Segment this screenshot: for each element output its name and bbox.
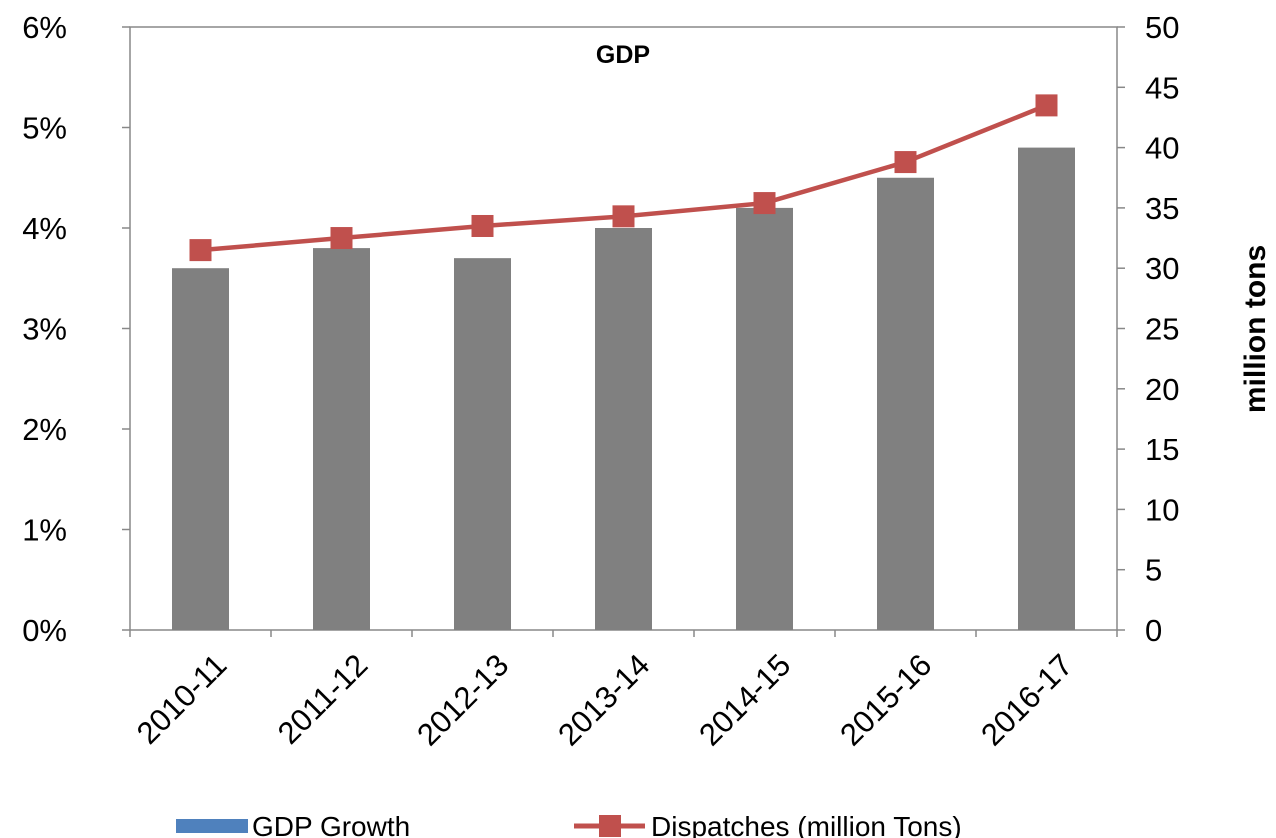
x-tick-label-2010-11: 2010-11 (130, 647, 234, 751)
y-right-tick-label-0: 0 (1145, 613, 1162, 648)
bar-2010-11 (172, 268, 229, 630)
dispatches-point-2013-14 (612, 205, 635, 228)
y-left-tick-label-3: 3% (22, 312, 67, 347)
y-left-tick-label-1: 1% (22, 513, 67, 548)
bar-2015-16 (877, 177, 934, 630)
dispatches-point-2010-11 (189, 239, 212, 262)
y-right-tick-label-30: 30 (1145, 251, 1179, 286)
y-left-tick-label-6: 6% (22, 10, 67, 45)
right-axis-title: million tons (1239, 245, 1272, 413)
bar-2013-14 (595, 228, 652, 630)
line-layer (189, 94, 1058, 262)
legend-swatch-dispatches-marker (599, 815, 621, 837)
dispatches-point-2016-17 (1035, 94, 1058, 117)
legend-label-dispatches: Dispatches (million Tons) (651, 811, 962, 838)
x-tick-label-2011-12: 2011-12 (271, 647, 375, 751)
dispatches-point-2012-13 (471, 214, 494, 237)
y-left-tick-label-4: 4% (22, 211, 67, 246)
bar-2011-12 (313, 248, 370, 630)
y-right-tick-label-25: 25 (1145, 312, 1179, 347)
y-left-tick-label-5: 5% (22, 111, 67, 146)
bar-2016-17 (1018, 147, 1075, 630)
chart-title: GDP (596, 41, 650, 69)
y-right-tick-label-35: 35 (1145, 191, 1179, 226)
y-left-tick-label-2: 2% (22, 412, 67, 447)
y-right-tick-label-10: 10 (1145, 492, 1179, 527)
legend-swatch-gdp-growth (176, 819, 248, 833)
y-right-tick-label-5: 5 (1145, 553, 1162, 588)
legend-label-gdp-growth: GDP Growth (252, 811, 410, 838)
y-right-tick-label-40: 40 (1145, 131, 1179, 166)
dispatches-point-2014-15 (753, 192, 776, 215)
y-left-tick-label-0: 0% (22, 613, 67, 648)
x-tick-label-2012-13: 2012-13 (410, 647, 515, 752)
x-tick-label-2013-14: 2013-14 (551, 647, 656, 752)
y-right-tick-label-50: 50 (1145, 10, 1179, 45)
x-tick-label-2014-15: 2014-15 (692, 647, 797, 752)
dispatches-point-2011-12 (330, 227, 353, 250)
bar-2014-15 (736, 207, 793, 630)
legend: GDP Growth Dispatches (million Tons) (176, 811, 962, 838)
x-tick-label-2015-16: 2015-16 (833, 647, 938, 752)
dispatches-point-2015-16 (894, 151, 917, 174)
bar-2012-13 (454, 258, 511, 630)
bars-layer (172, 147, 1075, 630)
y-right-tick-label-20: 20 (1145, 372, 1179, 407)
y-right-tick-label-15: 15 (1145, 432, 1179, 467)
x-tick-label-2016-17: 2016-17 (974, 647, 1079, 752)
y-right-tick-label-45: 45 (1145, 70, 1179, 105)
